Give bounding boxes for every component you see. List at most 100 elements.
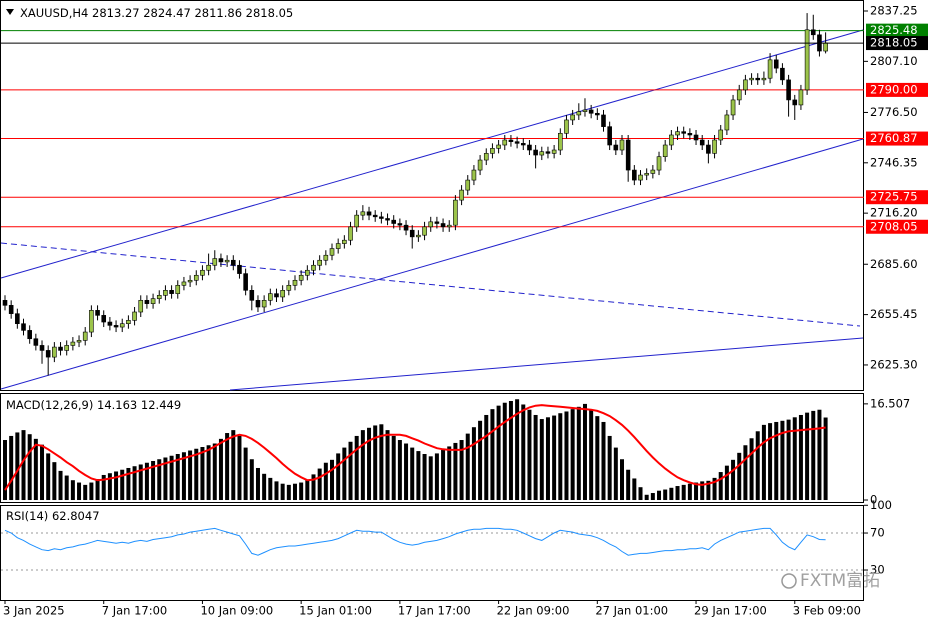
- candle-body: [632, 169, 637, 181]
- y-tick-label: 2685.60: [870, 257, 918, 271]
- macd-bar: [539, 419, 544, 501]
- macd-bar: [64, 475, 69, 501]
- candle-body: [459, 189, 464, 201]
- candle-body: [650, 169, 656, 174]
- channel-upper: [0, 29, 864, 279]
- macd-bar: [731, 459, 736, 501]
- candle-body: [545, 151, 551, 154]
- candle-body: [619, 139, 625, 151]
- signal-line: [4, 404, 826, 491]
- level-box: [866, 82, 928, 97]
- macd-bar: [231, 430, 236, 501]
- macd-bar: [718, 472, 723, 501]
- macd-bar: [33, 438, 38, 501]
- candle-body: [280, 290, 285, 298]
- candle-body: [792, 99, 798, 106]
- high-value: 2824.47: [143, 6, 191, 20]
- macd-bar: [663, 489, 668, 501]
- macd-bar: [459, 440, 464, 501]
- trendline: [229, 337, 864, 391]
- x-tick-label: 3 Feb 09:00: [793, 604, 861, 618]
- candle-body: [261, 300, 267, 308]
- candle-body: [712, 139, 717, 154]
- macd-bar: [212, 443, 217, 501]
- candle-body: [428, 221, 434, 228]
- y-tick-label: 30: [870, 563, 885, 577]
- candle-body: [508, 139, 514, 142]
- candle-body: [810, 29, 816, 36]
- macd-header: MACD(12,26,9) 14.163 12.449: [6, 398, 181, 412]
- macd-bar: [471, 427, 476, 501]
- price-panel: [0, 0, 864, 391]
- macd-bar: [792, 417, 797, 501]
- macd-bar: [379, 424, 384, 501]
- macd-bar: [9, 435, 14, 501]
- macd-bar: [675, 486, 680, 501]
- macd-bar: [151, 460, 156, 501]
- y-tick-label: 2746.35: [870, 155, 918, 169]
- y-tick-label: 2837.25: [870, 3, 918, 17]
- close-value: 2818.05: [246, 6, 294, 20]
- candle-body: [329, 248, 335, 256]
- macd-bar: [144, 462, 149, 501]
- macd-bar: [484, 414, 489, 501]
- macd-bar: [545, 417, 550, 501]
- candle-body: [311, 264, 316, 271]
- candle-body: [95, 310, 100, 316]
- y-tick-label: 70: [870, 526, 885, 540]
- candle-body: [416, 234, 421, 238]
- macd-bar: [712, 477, 717, 501]
- x-tick-label: 22 Jan 09:00: [497, 604, 570, 618]
- candle-body: [2, 300, 8, 306]
- menu-arrow: [6, 9, 14, 15]
- candle-body: [255, 300, 261, 308]
- y-tick-label: 2776.50: [870, 105, 918, 119]
- macd-bar: [83, 484, 88, 501]
- candle-body: [601, 114, 606, 127]
- macd-bar: [706, 480, 711, 501]
- candle-body: [119, 323, 125, 328]
- macd-bar: [465, 433, 470, 501]
- macd-bar: [360, 430, 365, 501]
- macd-bar: [342, 447, 347, 501]
- macd-bar: [527, 409, 532, 501]
- candle-body: [82, 331, 88, 341]
- candle-body: [823, 42, 828, 52]
- candle-body: [551, 149, 557, 154]
- candle-body: [107, 321, 113, 326]
- candle-body: [237, 264, 242, 274]
- macd-bar: [564, 411, 569, 501]
- candle-body: [181, 281, 187, 286]
- candle-body: [305, 269, 310, 276]
- rsi-header: RSI(14) 62.8047: [6, 509, 100, 523]
- macd-bar: [181, 452, 186, 501]
- macd-bar: [249, 459, 254, 501]
- candle-body: [126, 320, 131, 325]
- macd-bar: [774, 421, 779, 501]
- candle-body: [490, 148, 495, 154]
- candle-body: [101, 315, 107, 323]
- level-box: [866, 23, 928, 38]
- macd-bar: [786, 419, 791, 501]
- candle-body: [564, 119, 569, 134]
- candle-body: [21, 323, 26, 331]
- candle-body: [200, 269, 205, 276]
- y-tick-label: 2655.45: [870, 307, 918, 321]
- candle-body: [755, 77, 761, 81]
- candle-body: [446, 224, 452, 228]
- macd-bar: [558, 413, 563, 501]
- macd-bar: [422, 454, 427, 501]
- candle-body: [687, 133, 693, 136]
- macd-bar: [367, 427, 372, 501]
- candle-body: [379, 216, 384, 219]
- macd-bar: [607, 435, 612, 501]
- macd-bar: [114, 471, 119, 501]
- macd-bar: [626, 469, 631, 501]
- candle-body: [662, 144, 668, 158]
- candle-body: [249, 290, 255, 301]
- candle-body: [502, 139, 508, 146]
- channel-lower: [0, 138, 864, 390]
- macd-bar: [70, 480, 75, 501]
- candle-body: [625, 139, 631, 171]
- x-tick-label: 15 Jan 01:00: [299, 604, 372, 618]
